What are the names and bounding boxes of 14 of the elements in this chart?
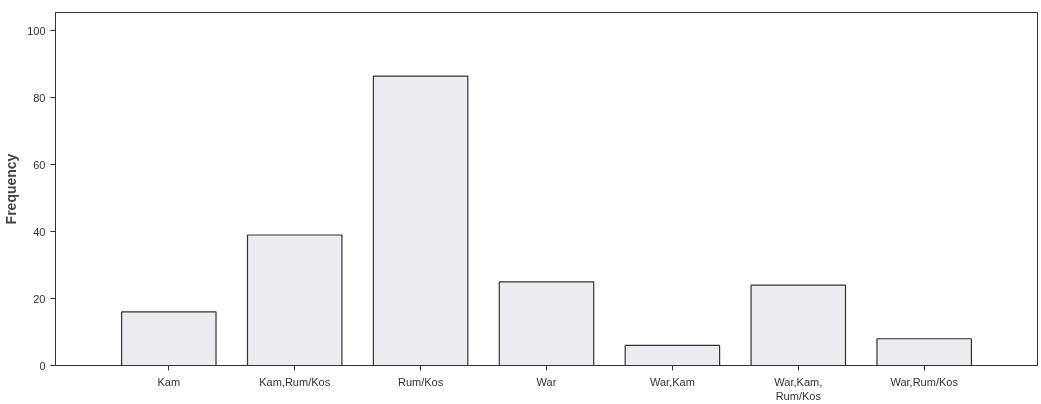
x-tick-label: War bbox=[536, 375, 557, 388]
x-tick-label: Kam bbox=[157, 375, 181, 388]
y-tick-label: 20 bbox=[33, 292, 46, 305]
y-tick-label: 60 bbox=[33, 158, 46, 171]
x-tick-label: Kam,Rum/Kos bbox=[259, 375, 331, 388]
y-tick-label: 0 bbox=[39, 359, 46, 372]
x-tick-label: War,Rum/Kos bbox=[890, 375, 959, 388]
y-tick-label: 80 bbox=[33, 91, 46, 104]
x-tick-label: War,Kam bbox=[649, 375, 695, 388]
x-tick-label: War,Kam, Rum/Kos bbox=[774, 375, 823, 402]
x-tick-label: Rum/Kos bbox=[397, 375, 444, 388]
y-tick-label: 100 bbox=[27, 24, 46, 37]
y-axis-title: Frequency bbox=[3, 153, 20, 225]
y-tick-label: 40 bbox=[33, 225, 46, 238]
